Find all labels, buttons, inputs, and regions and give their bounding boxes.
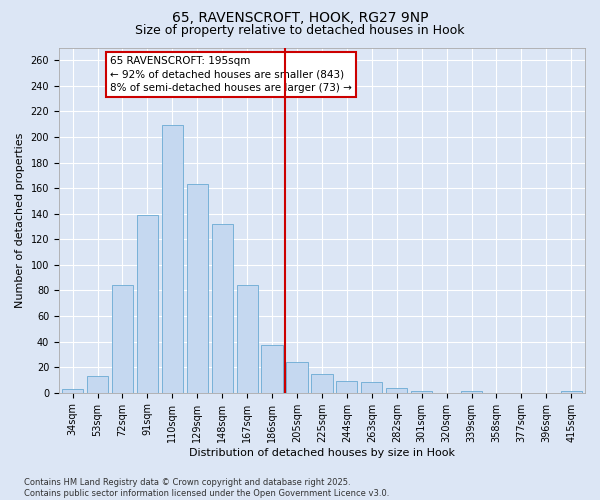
Bar — [386, 388, 407, 392]
Bar — [62, 389, 83, 392]
Text: Contains HM Land Registry data © Crown copyright and database right 2025.
Contai: Contains HM Land Registry data © Crown c… — [24, 478, 389, 498]
Text: 65, RAVENSCROFT, HOOK, RG27 9NP: 65, RAVENSCROFT, HOOK, RG27 9NP — [172, 11, 428, 25]
Bar — [112, 286, 133, 393]
Bar — [311, 374, 332, 392]
Text: Size of property relative to detached houses in Hook: Size of property relative to detached ho… — [135, 24, 465, 37]
Bar — [87, 376, 108, 392]
Bar — [286, 362, 308, 392]
Bar — [137, 215, 158, 392]
Bar — [187, 184, 208, 392]
Bar — [336, 381, 358, 392]
X-axis label: Distribution of detached houses by size in Hook: Distribution of detached houses by size … — [189, 448, 455, 458]
Bar — [361, 382, 382, 392]
Bar — [262, 346, 283, 393]
Y-axis label: Number of detached properties: Number of detached properties — [15, 132, 25, 308]
Text: 65 RAVENSCROFT: 195sqm
← 92% of detached houses are smaller (843)
8% of semi-det: 65 RAVENSCROFT: 195sqm ← 92% of detached… — [110, 56, 352, 93]
Bar — [212, 224, 233, 392]
Bar — [162, 126, 183, 392]
Bar — [236, 286, 258, 393]
